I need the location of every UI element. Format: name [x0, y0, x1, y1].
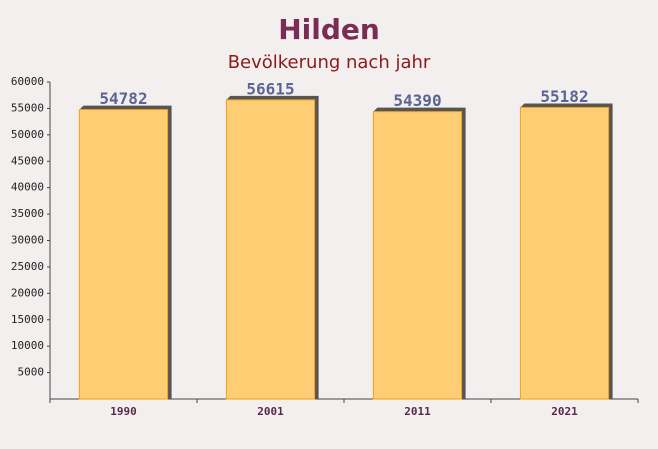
- y-tick-label: 25000: [11, 260, 44, 273]
- y-tick-label: 15000: [11, 313, 44, 326]
- bar: [519, 106, 610, 400]
- value-label: 54782: [99, 89, 147, 108]
- bar: [78, 109, 169, 400]
- x-tick-label: 2011: [404, 405, 431, 418]
- value-label: 54390: [393, 91, 441, 110]
- x-tick-label: 1990: [110, 405, 137, 418]
- y-tick-label: 30000: [11, 234, 44, 247]
- y-tick-label: 50000: [11, 128, 44, 141]
- chart-title: Hilden: [278, 13, 380, 46]
- y-tick-label: 40000: [11, 181, 44, 194]
- value-label: 56615: [246, 79, 294, 98]
- value-label: 55182: [540, 87, 588, 106]
- y-tick-label: 20000: [11, 286, 44, 299]
- y-tick-label: 10000: [11, 339, 44, 352]
- y-tick-label: 5000: [18, 366, 45, 379]
- y-tick-label: 55000: [11, 101, 44, 114]
- bar: [372, 111, 463, 400]
- chart-subtitle: Bevölkerung nach jahr: [228, 52, 431, 73]
- x-tick-label: 2001: [257, 405, 284, 418]
- bar: [225, 99, 316, 400]
- y-tick-label: 35000: [11, 207, 44, 220]
- x-tick-label: 2021: [551, 405, 578, 418]
- y-tick-label: 45000: [11, 154, 44, 167]
- y-tick-label: 60000: [11, 75, 44, 88]
